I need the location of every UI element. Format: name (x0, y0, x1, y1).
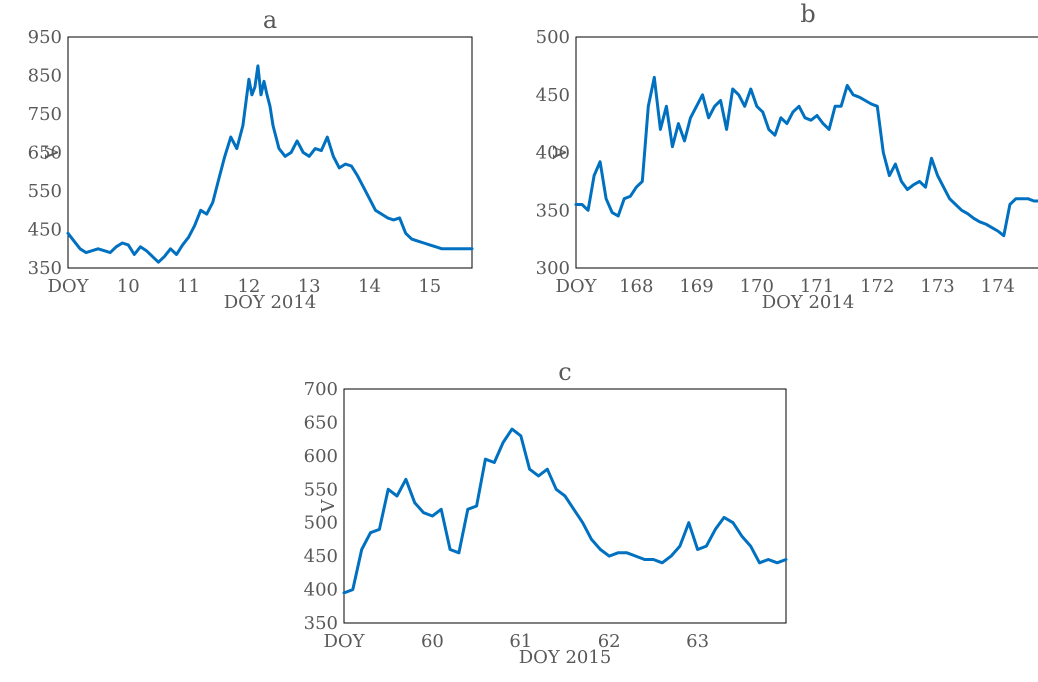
chart-b-series-line (574, 75, 1038, 238)
chart-a-x-axis-label: DOY 2014 (224, 292, 317, 313)
chart-b-y-tick-label: 400 (536, 143, 570, 164)
chart-a-series-line (66, 64, 474, 264)
chart-c-x-tick-label: 60 (421, 631, 444, 652)
chart-b-x-tick-label: 174 (981, 276, 1015, 297)
chart-c-y-tick-label: 350 (304, 613, 338, 634)
chart-c-y-tick-label: 500 (304, 513, 338, 534)
chart-a-y-tick-label: 650 (28, 143, 62, 164)
chart-a-y-tick-label: 550 (28, 181, 62, 202)
chart-b-x-axis-label: DOY 2014 (762, 292, 855, 313)
chart-c-title: c (558, 358, 571, 386)
chart-b-y-tick-label: 350 (536, 200, 570, 221)
chart-a-title: a (263, 6, 277, 34)
chart-a-y-tick-label: 750 (28, 104, 62, 125)
chart-c-y-tick-label: 650 (304, 412, 338, 433)
chart-a-x-tick-label: 15 (418, 276, 441, 297)
chart-a-y-tick-label: 450 (28, 220, 62, 241)
chart-b-x-tick-label: 169 (679, 276, 713, 297)
chart-a-x-tick-label: 10 (117, 276, 140, 297)
chart-b-y-tick-label: 450 (536, 85, 570, 106)
chart-b-x-tick-label: DOY (555, 276, 597, 297)
chart-b-plot-frame (575, 36, 1038, 269)
chart-b-x-tick-label: 173 (920, 276, 954, 297)
chart-c-x-tick-label: 62 (598, 631, 621, 652)
chart-c-y-tick-label: 450 (304, 546, 338, 567)
chart-c-x-tick-label: 61 (509, 631, 532, 652)
chart-a-plot-frame (67, 36, 473, 269)
chart-a-x-tick-label: 13 (298, 276, 321, 297)
chart-c-series-line (342, 427, 788, 595)
chart-a-y-axis-label: V (42, 145, 63, 160)
chart-c-y-tick-label: 600 (304, 446, 338, 467)
chart-a-x-tick-label: 11 (177, 276, 200, 297)
chart-b-x-tick-label: 168 (619, 276, 653, 297)
chart-c-y-tick-label: 700 (304, 379, 338, 400)
chart-c-y-tick-label: 550 (304, 479, 338, 500)
chart-a-y-tick-label: 950 (28, 27, 62, 48)
chart-a-x-tick-label: 14 (358, 276, 381, 297)
chart-b-y-tick-label: 300 (536, 258, 570, 279)
chart-c-x-axis-label: DOY 2015 (519, 647, 612, 668)
chart-a-x-tick-label: DOY (47, 276, 89, 297)
chart-b-x-tick-label: 170 (740, 276, 774, 297)
chart-b-y-tick-label: 500 (536, 27, 570, 48)
chart-c-y-tick-label: 400 (304, 580, 338, 601)
chart-c-x-tick-label: 63 (686, 631, 709, 652)
chart-b-x-tick-label: 171 (800, 276, 834, 297)
chart-c-y-axis-label: V (318, 499, 339, 514)
chart-c-x-tick-label: DOY (323, 631, 365, 652)
chart-b-y-axis-label: V (550, 145, 571, 160)
chart-a-y-tick-label: 850 (28, 66, 62, 87)
chart-b-x-tick-label: 172 (860, 276, 894, 297)
chart-a-x-tick-label: 12 (237, 276, 260, 297)
chart-c-plot-frame (343, 388, 787, 624)
chart-a-y-tick-label: 350 (28, 258, 62, 279)
chart-b-title: b (800, 0, 815, 28)
